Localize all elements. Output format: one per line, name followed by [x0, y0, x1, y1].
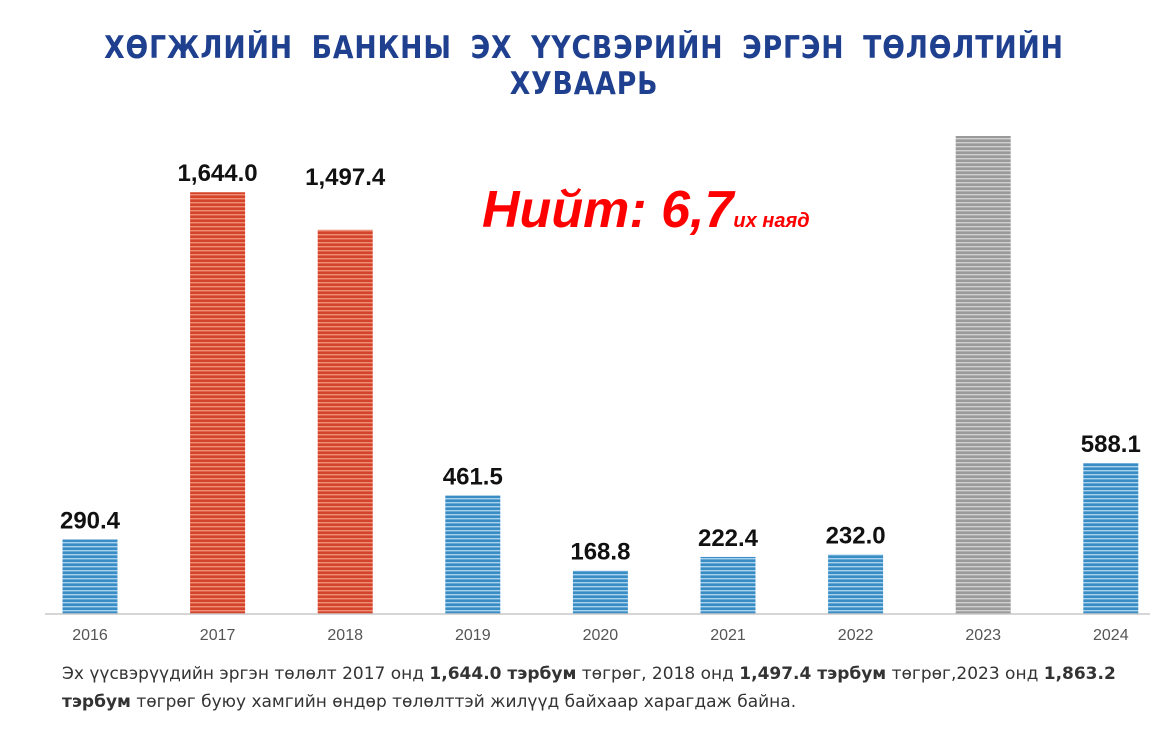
total-unit: их наяд — [733, 210, 810, 232]
x-tick-label-2017: 2017 — [200, 627, 236, 644]
x-tick-label-2023: 2023 — [965, 627, 1001, 644]
bar-2021 — [700, 556, 756, 614]
caption-bold-2: 1,497.4 тэрбум — [739, 664, 887, 684]
caption-part-2: төгрөг, 2018 онд — [576, 664, 740, 684]
total-annotation: Нийт: 6,7их наяд — [482, 180, 810, 240]
data-label-2022: 232.0 — [826, 522, 886, 549]
caption-text: Эх үүсвэрүүдийн эргэн төлөлт 2017 онд 1,… — [62, 660, 1142, 716]
x-tick-label-2021: 2021 — [710, 627, 746, 644]
bar-2023 — [955, 136, 1011, 614]
bar-2022 — [828, 554, 884, 614]
data-label-2016: 290.4 — [60, 507, 121, 534]
caption-part-4: төгрөг буюу хамгийн өндөр төлөлттэй жилү… — [130, 692, 797, 712]
data-label-2024: 588.1 — [1081, 431, 1141, 458]
x-tick-label-2016: 2016 — [72, 627, 108, 644]
bar-2016 — [62, 539, 118, 614]
caption-part-1: Эх үүсвэрүүдийн эргэн төлөлт 2017 онд — [62, 664, 430, 684]
bar-2018 — [317, 229, 373, 614]
bar-2020 — [572, 570, 628, 614]
data-label-2021: 222.4 — [698, 525, 759, 552]
x-tick-label-2020: 2020 — [583, 627, 619, 644]
bar-2024 — [1083, 463, 1139, 614]
data-label-2020: 168.8 — [570, 539, 630, 566]
x-tick-label-2022: 2022 — [838, 627, 874, 644]
caption-bold-3: 1,863.2 тэрбум — [62, 664, 1116, 712]
bar-2017 — [190, 192, 246, 614]
total-amount: Нийт: 6,7 — [482, 181, 734, 239]
caption-bold-1: 1,644.0 тэрбум — [429, 664, 577, 684]
data-label-2019: 461.5 — [443, 464, 503, 491]
bar-2019 — [445, 495, 501, 614]
caption-part-3: төгрөг,2023 онд — [886, 664, 1044, 684]
x-tick-label-2024: 2024 — [1093, 627, 1129, 644]
data-label-2017: 1,644.0 — [178, 160, 258, 187]
data-label-2018: 1,497.4 — [305, 164, 386, 191]
page-title: ХӨГЖЛИЙН БАНКНЫ ЭХ ҮҮСВЭРИЙН ЭРГЭН ТӨЛӨЛ… — [104, 30, 1064, 102]
x-tick-label-2019: 2019 — [455, 627, 491, 644]
bar-chart: 290.4 2016 1,644.0 2017 1,497.4 2018 461.5 2019… — [45, 136, 1150, 644]
x-tick-label-2018: 2018 — [327, 627, 363, 644]
